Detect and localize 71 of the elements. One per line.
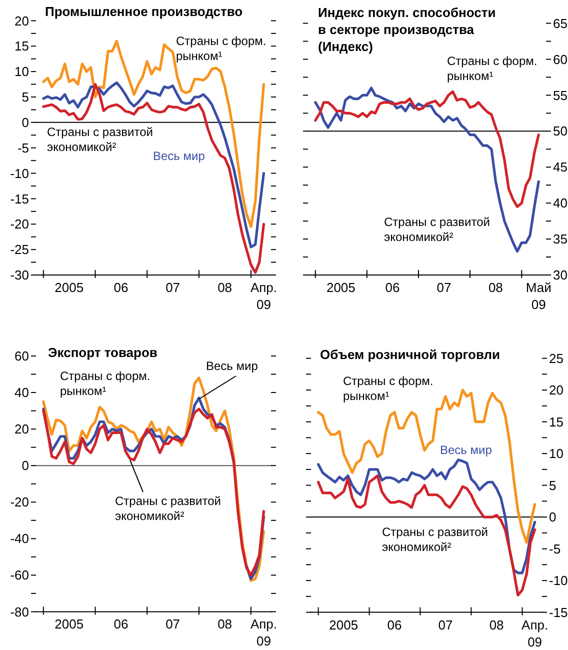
y-tick-label: -20 bbox=[10, 494, 29, 510]
x-tick-label: Апр. 09 bbox=[522, 617, 548, 650]
x-tick-label: 07 bbox=[438, 617, 453, 632]
chart-title: Экспорт товаров bbox=[48, 345, 158, 360]
text: Весь мир bbox=[206, 359, 258, 373]
y-tick-label: 35 bbox=[553, 232, 568, 247]
series-label: Страны с развитой экономикой² bbox=[384, 215, 490, 244]
series-label: Страны с форм. рынком¹ bbox=[343, 374, 434, 403]
y-tick-label: -20 bbox=[10, 216, 29, 232]
x-tick-label: 08 bbox=[488, 280, 503, 295]
y-tick-label: -60 bbox=[10, 568, 29, 583]
y-tick-label: 15 bbox=[14, 38, 29, 54]
chart-title: Объем розничной торговли bbox=[320, 347, 500, 362]
y-tick-label: -30 bbox=[10, 268, 29, 283]
x-tick-label: 08 bbox=[218, 616, 232, 632]
x-tick-label: 06 bbox=[114, 616, 128, 632]
y-tick-label: 60 bbox=[14, 348, 29, 364]
y-tick-label: 0 bbox=[22, 458, 29, 474]
series-label: Страны с развитой экономикой² bbox=[47, 125, 153, 154]
y-tick-label: 55 bbox=[553, 88, 568, 103]
y-tick-label: 20 bbox=[549, 382, 564, 398]
chart-title: Индекс покуп. способности в секторе производства (Индекс) bbox=[318, 5, 496, 54]
x-tick-label: 08 bbox=[489, 617, 504, 632]
y-tick-label: 30 bbox=[553, 268, 568, 283]
y-tick-label: 20 bbox=[14, 13, 29, 28]
chart-title: Промышленное производство bbox=[45, 4, 243, 19]
x-tick-label: 06 bbox=[385, 280, 400, 295]
x-tick-label: 07 bbox=[166, 616, 180, 632]
x-tick-label: 2005 bbox=[54, 280, 84, 295]
x-tick-label: Апр. 09 bbox=[250, 616, 278, 649]
x-tick-label: 2005 bbox=[326, 280, 356, 295]
series-label: Страны с развитой экономикой² bbox=[115, 494, 221, 523]
series-label: Страны с форм. рынком¹ bbox=[447, 54, 538, 83]
y-tick-label: 50 bbox=[553, 124, 568, 139]
x-tick-label: 2005 bbox=[329, 617, 358, 632]
y-tick-label: 15 bbox=[549, 414, 564, 430]
series-label: Страны с форм. рынком¹ bbox=[176, 34, 266, 63]
x-tick-label: 07 bbox=[436, 280, 452, 295]
y-tick-label: 10 bbox=[549, 446, 564, 462]
series-label: Весь мир bbox=[153, 149, 206, 163]
y-tick-label: 40 bbox=[14, 385, 29, 400]
y-tick-label: 5 bbox=[22, 90, 29, 105]
series-label: Страны с развитой экономикой² bbox=[382, 525, 488, 554]
x-tick-label: 2005 bbox=[54, 616, 84, 632]
y-tick-label: -10 bbox=[549, 573, 568, 588]
y-tick-label: -15 bbox=[10, 191, 29, 206]
y-tick-label: -15 bbox=[549, 604, 568, 620]
y-tick-label: -10 bbox=[10, 166, 29, 181]
y-tick-label: 0 bbox=[22, 114, 29, 130]
y-tick-label: 5 bbox=[549, 478, 556, 493]
y-tick-label: 40 bbox=[553, 196, 568, 211]
x-tick-label: 06 bbox=[114, 280, 128, 295]
y-tick-label: 10 bbox=[14, 64, 29, 80]
x-tick-label: Май 09 bbox=[526, 280, 552, 312]
y-tick-label: 0 bbox=[549, 510, 556, 525]
y-tick-label: -80 bbox=[10, 604, 29, 620]
x-tick-label: Апр. 09 bbox=[250, 280, 278, 312]
y-tick-label: 20 bbox=[14, 422, 29, 437]
series-label: Страны с форм. рынком¹ bbox=[60, 369, 150, 398]
x-tick-label: 07 bbox=[166, 280, 180, 295]
y-tick-label: -40 bbox=[10, 531, 29, 546]
y-tick-label: 60 bbox=[553, 52, 568, 67]
y-tick-label: -5 bbox=[17, 140, 29, 156]
y-tick-label: 45 bbox=[553, 160, 568, 175]
y-tick-label: 25 bbox=[549, 350, 564, 366]
y-tick-label: -5 bbox=[549, 541, 561, 556]
y-tick-label: 65 bbox=[553, 16, 568, 31]
x-tick-label: 06 bbox=[387, 617, 402, 632]
x-tick-label: 08 bbox=[218, 280, 232, 295]
y-tick-label: -25 bbox=[10, 242, 29, 258]
series-label: Весь мир bbox=[440, 443, 492, 457]
